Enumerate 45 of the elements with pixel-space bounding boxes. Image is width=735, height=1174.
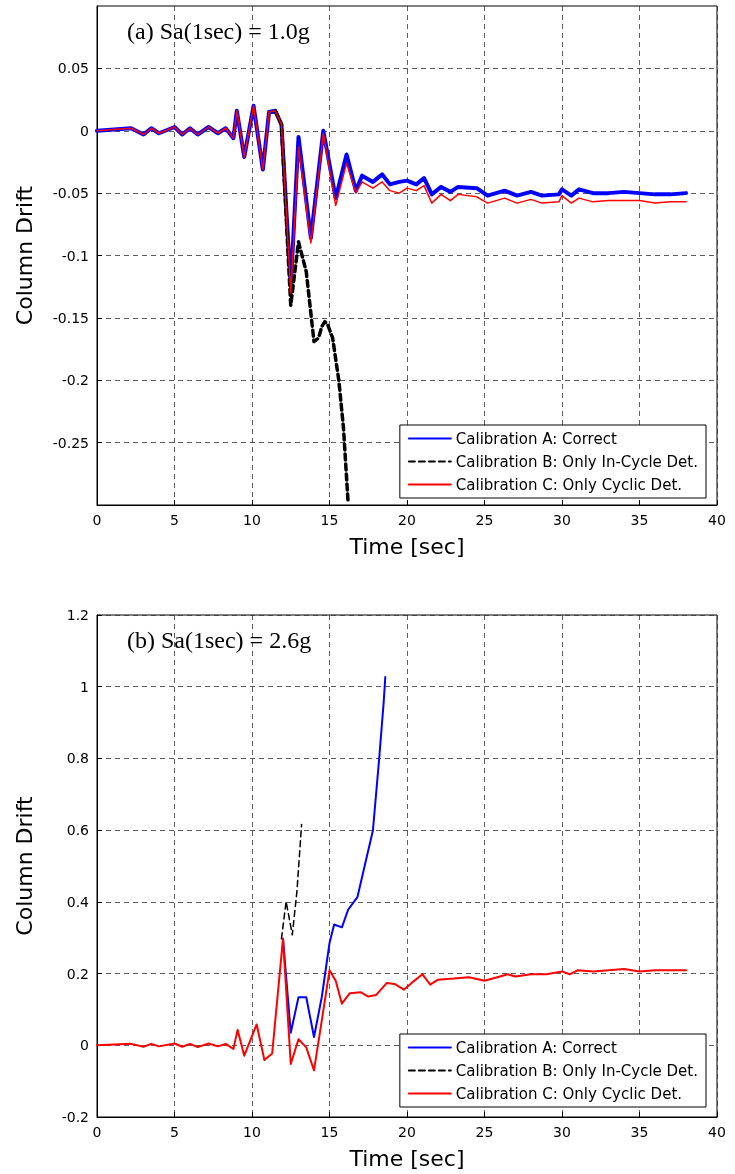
- y-tick-label: 0.6: [66, 822, 90, 839]
- x-tick-label: 20: [398, 512, 416, 528]
- y-tick-label: 0.05: [57, 60, 89, 77]
- x-tick-label: 5: [170, 1124, 179, 1140]
- y-axis-title: Column Drift: [11, 795, 37, 936]
- legend-label: Calibration B: Only In-Cycle Det.: [455, 1061, 698, 1080]
- text: (b) Sa(1sec) = 2.6g: [127, 627, 312, 653]
- legend-label: Calibration A: Correct: [455, 1038, 617, 1057]
- x-tick-label: 40: [708, 1124, 726, 1140]
- x-tick-label: 30: [553, 512, 571, 528]
- y-tick-label: -0.1: [61, 247, 89, 264]
- y-tick-label: 1: [80, 678, 89, 695]
- legend-label: Calibration C: Only Cyclic Det.: [455, 475, 683, 494]
- legend-label: Calibration C: Only Cyclic Det.: [455, 1084, 683, 1103]
- x-tick-label: 40: [708, 512, 726, 528]
- text: (a) Sa(1sec) = 1.0g: [127, 18, 310, 44]
- y-tick-label: 0.2: [66, 965, 89, 982]
- x-tick-label: 20: [398, 1124, 416, 1140]
- y-tick-label: -0.2: [61, 372, 89, 389]
- y-tick-label: -0.2: [61, 1109, 89, 1125]
- x-axis-title: Time [sec]: [348, 533, 465, 559]
- x-tick-label: 15: [320, 1124, 339, 1140]
- x-tick-label: 35: [630, 1124, 649, 1140]
- y-axis-title: Column Drift: [11, 185, 37, 326]
- x-tick-label: 35: [630, 512, 649, 528]
- legend-label: Calibration A: Correct: [455, 429, 617, 448]
- x-tick-label: 10: [243, 1124, 261, 1140]
- y-tick-label: 0: [80, 122, 89, 139]
- x-tick-label: 10: [243, 512, 261, 528]
- legend-label: Calibration B: Only In-Cycle Det.: [455, 452, 698, 471]
- y-tick-label: -0.15: [52, 309, 89, 326]
- x-tick-label: 5: [170, 512, 179, 528]
- y-tick-label: 0.4: [66, 893, 90, 910]
- y-tick-label: 1.2: [66, 607, 89, 623]
- x-tick-label: 0: [92, 512, 102, 528]
- x-axis-title: Time [sec]: [348, 1145, 465, 1171]
- y-tick-label: -0.05: [52, 185, 89, 202]
- x-tick-label: 30: [553, 1124, 571, 1140]
- x-tick-label: 25: [475, 1124, 494, 1140]
- x-tick-label: 25: [475, 512, 494, 528]
- x-tick-label: 15: [320, 512, 339, 528]
- x-tick-label: 0: [92, 1124, 102, 1140]
- y-tick-label: 0.8: [66, 750, 89, 767]
- y-tick-label: 0: [80, 1037, 89, 1054]
- y-tick-label: -0.25: [52, 434, 89, 451]
